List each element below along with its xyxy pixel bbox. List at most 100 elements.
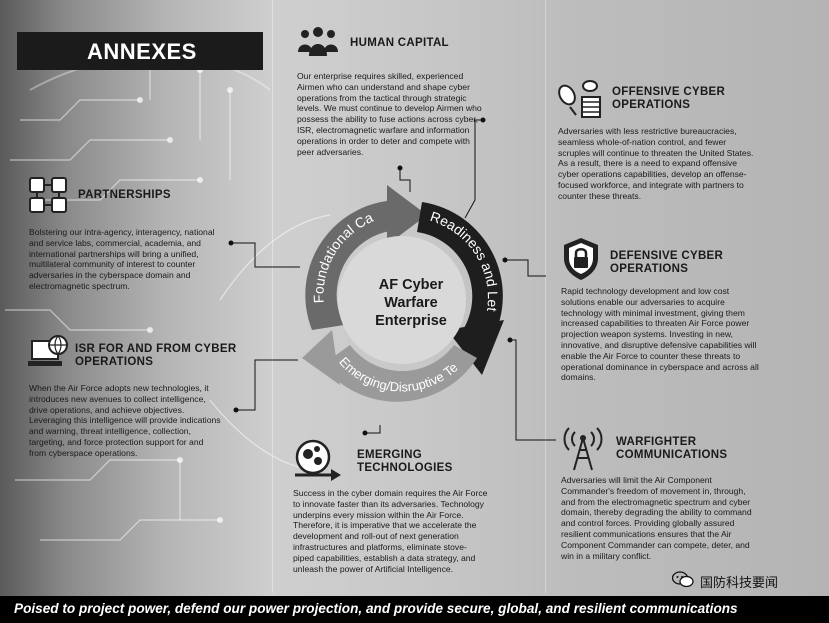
defensive-title-line: DEFENSIVE CYBER: [610, 250, 724, 262]
text-line: Leveraging this intelligence will provid…: [29, 415, 221, 426]
text-line: enable the Air Force to counter these th…: [561, 350, 741, 361]
text-line: Airmen who can understand and shape cybe…: [297, 81, 470, 92]
text-line: Adversaries with less restrictive bureau…: [558, 126, 737, 136]
text-line: drive operations, and achieve objectives…: [29, 404, 185, 415]
text-line: multilateral community of interest to co…: [29, 259, 196, 270]
text-line: counter these threats.: [558, 190, 642, 201]
isr-title-line: ISR FOR AND FROM CYBER: [75, 343, 237, 355]
wechat-icon: [672, 571, 694, 588]
text-line: operational dominance in cyberspace and …: [561, 361, 759, 372]
text-line: Our enterprise requires skilled, experie…: [297, 71, 464, 81]
text-line: adversaries in the cyberspace domain and: [29, 270, 191, 281]
text-line: As a result, there is a need to expand o…: [558, 158, 737, 169]
connector-emerging: [365, 425, 381, 434]
text-line: cyber operations capabilities, develop a…: [558, 169, 747, 180]
text-line: unleash the power of Artificial Intellig…: [293, 563, 454, 574]
text-line: technology with minimal investment, givi…: [561, 307, 745, 318]
radio-tower-icon: [563, 427, 603, 471]
text-line: operations from the tactical through str…: [297, 92, 467, 103]
text-line: domain, thereby degrading the ability to…: [561, 507, 752, 518]
fold-line: [272, 0, 273, 593]
emerging-arrowhead: [302, 330, 340, 385]
center-disc: [338, 236, 466, 364]
offensive-title: OFFENSIVE CYBER OPERATIONS: [612, 86, 725, 112]
foundational-arc: [305, 199, 402, 330]
foundational-arrowhead: [387, 185, 427, 245]
emerging-title-line: TECHNOLOGIES: [357, 462, 453, 474]
text-line: ISR, electromagnetic warfare and informa…: [297, 124, 470, 135]
human-capital-title: HUMAN CAPITAL: [350, 37, 449, 49]
center-label: AF Cyber Warfare Enterprise: [366, 276, 456, 330]
footer-banner: Poised to project power, defend our powe…: [0, 596, 829, 623]
text-line: development and roll-out of next generat…: [293, 531, 459, 542]
isr-text: When the Air Force adopts new technologi…: [29, 383, 264, 459]
warfighter-text: Adversaries will limit the Air Component…: [561, 475, 796, 561]
text-line: Component Commander can compete, deter, …: [561, 539, 750, 550]
partnerships-title: PARTNERSHIPS: [78, 189, 171, 201]
annexes-header: ANNEXES: [17, 32, 263, 70]
text-line: underpins every mission within the Air F…: [293, 509, 464, 520]
connector-offensive: [464, 119, 483, 219]
text-line: from cyberspace operations.: [29, 447, 138, 458]
defensive-title: DEFENSIVE CYBER OPERATIONS: [610, 250, 723, 276]
connector-warfighter: [510, 339, 556, 441]
text-line: Therefore, it is imperative that we acce…: [293, 520, 477, 531]
partnerships-text: Bolstering our intra-agency, interagency…: [29, 227, 257, 292]
readiness-arrowhead: [447, 320, 504, 375]
offensive-title-line: OPERATIONS: [612, 99, 691, 111]
footer-text: Poised to project power, defend our powe…: [14, 601, 738, 616]
text-line: possess the ability to fuse actions acro…: [297, 114, 479, 125]
handshake-hands-icon: [29, 177, 67, 213]
text-line: innovative, and disruptive defensive cap…: [561, 339, 757, 350]
human-capital-text: Our enterprise requires skilled, experie…: [297, 71, 542, 157]
defensive-title-line: OPERATIONS: [610, 263, 689, 275]
center-label-line: Enterprise: [375, 313, 447, 329]
text-line: focused workforce, and integrate with pa…: [558, 179, 744, 190]
shield-lock-icon: [564, 238, 598, 280]
connector-partnerships: [231, 242, 300, 268]
text-line: solutions enable our adversaries to acqu…: [561, 296, 725, 307]
text-line: and control forces. Providing globally a…: [561, 518, 735, 529]
readiness-arc: [417, 202, 503, 340]
center-label-line: Warfare: [384, 295, 438, 311]
text-line: domains.: [561, 372, 596, 383]
watermark-text: 国防科技要闻: [700, 575, 779, 590]
text-line: increased capabilities to threaten Air F…: [561, 318, 750, 329]
text-line: Rapid technology development and low cos…: [561, 286, 730, 296]
text-line: and service labs, commercial, academia, …: [29, 237, 201, 248]
text-line: win in a military conflict.: [561, 550, 652, 561]
text-line: and from the electromagnetic spectrum an…: [561, 496, 751, 507]
text-line: scruples will continue to threaten the U…: [558, 147, 754, 158]
text-line: Commander's freedom of movement in, thro…: [561, 485, 746, 496]
connector-isr: [236, 359, 298, 411]
gears-arrow-icon: [295, 439, 341, 481]
text-line: electromagnetic spectrum.: [29, 280, 130, 291]
text-line: introduces new avenues to collect intell…: [29, 393, 206, 404]
text-line: levels. We must continue to develop Airm…: [297, 103, 482, 114]
text-line: Bolstering our intra-agency, interagency…: [29, 227, 215, 237]
header-title: ANNEXES: [87, 39, 197, 64]
text-line: Adversaries will limit the Air Component: [561, 475, 712, 485]
text-line: resilient communications ensures that th…: [561, 528, 732, 539]
emerging-arc: [322, 345, 477, 402]
emerging-text: Success in the cyber domain requires the…: [293, 488, 538, 574]
text-line: operations in order to deter and compete…: [297, 135, 470, 146]
emerging-title: EMERGING TECHNOLOGIES: [357, 449, 453, 475]
offensive-text: Adversaries with less restrictive bureau…: [558, 126, 793, 202]
bomb-bug-icon: [558, 80, 601, 118]
people-group-icon: [298, 27, 338, 56]
isr-title-line: OPERATIONS: [75, 356, 154, 368]
emerging-title-line: EMERGING: [357, 449, 423, 461]
text-line: seamless whole-of-nation control, and fe…: [558, 136, 727, 147]
fold-line: [545, 0, 546, 593]
text-line: projection weapon systems. Investing in …: [561, 329, 733, 340]
text-line: Success in the cyber domain requires the…: [293, 488, 488, 498]
enterprise-cycle-diagram: Foundational Capabilities Readiness and …: [282, 180, 504, 402]
text-line: peer adversaries.: [297, 146, 364, 157]
warfighter-title: WARFIGHTER COMMUNICATIONS: [616, 436, 727, 462]
text-line: to innovate faster than its adversaries.…: [293, 498, 484, 509]
center-label-line: AF Cyber: [378, 277, 444, 293]
text-line: piped capabilities, establish a data str…: [293, 552, 476, 563]
isr-title: ISR FOR AND FROM CYBER OPERATIONS: [75, 343, 236, 369]
